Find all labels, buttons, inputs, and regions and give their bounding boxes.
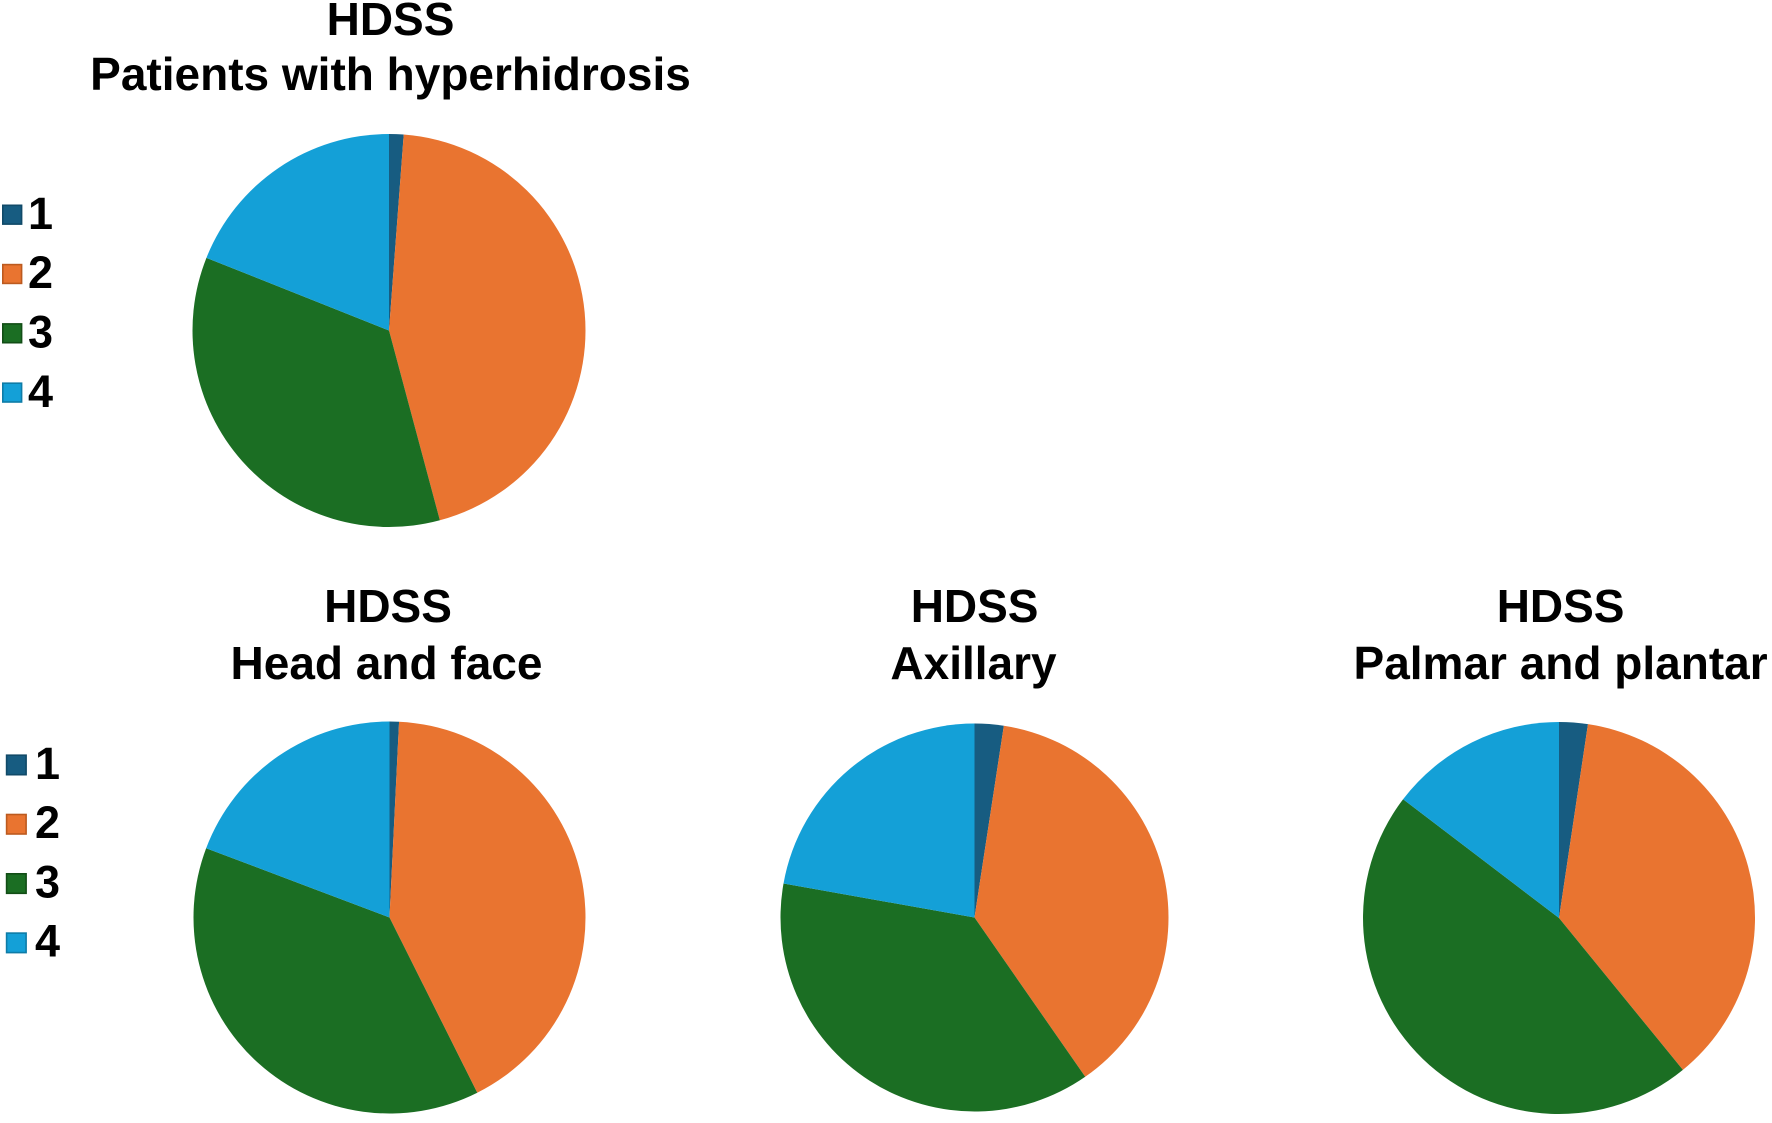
- svg-text:Patients with hyperhidrosis: Patients with hyperhidrosis: [90, 48, 691, 100]
- svg-text:1: 1: [35, 738, 60, 789]
- svg-text:2: 2: [35, 797, 60, 848]
- svg-text:3: 3: [28, 307, 53, 358]
- svg-text:HDSS: HDSS: [1497, 580, 1625, 632]
- svg-text:HDSS: HDSS: [911, 580, 1039, 632]
- svg-text:HDSS: HDSS: [327, 0, 455, 45]
- svg-text:Head and face: Head and face: [231, 637, 543, 689]
- svg-text:Palmar and plantar: Palmar and plantar: [1354, 637, 1768, 689]
- svg-text:2: 2: [28, 247, 53, 298]
- svg-text:3: 3: [35, 856, 60, 907]
- svg-text:Axillary: Axillary: [890, 637, 1057, 689]
- svg-text:1: 1: [28, 188, 53, 239]
- svg-text:4: 4: [35, 916, 60, 967]
- svg-text:4: 4: [28, 366, 53, 417]
- svg-text:HDSS: HDSS: [324, 580, 452, 632]
